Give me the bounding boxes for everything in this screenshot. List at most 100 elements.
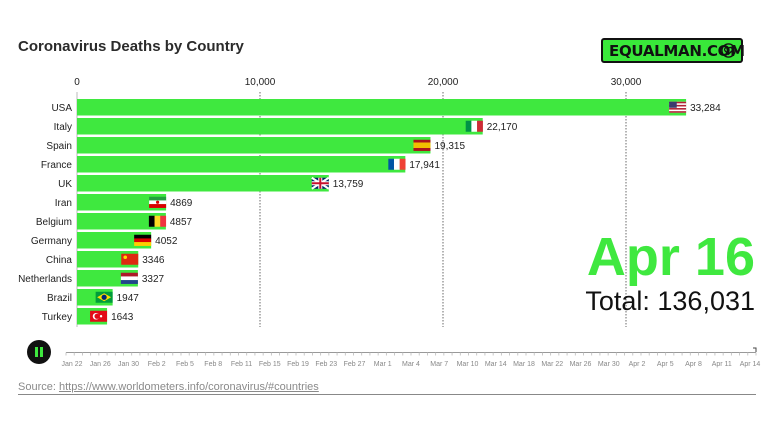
x-tick-label: 20,000 xyxy=(428,77,459,88)
flag-band xyxy=(465,120,472,132)
equalman-logo[interactable]: EQUALMAN.COM xyxy=(601,38,745,63)
flag-band xyxy=(413,148,431,151)
pause-button[interactable] xyxy=(27,340,51,364)
value-label: 22,170 xyxy=(487,122,518,133)
value-label: 4869 xyxy=(170,198,193,209)
flag-crescent-cut xyxy=(94,313,100,319)
bar xyxy=(77,175,329,192)
flag-band xyxy=(120,272,138,277)
timeline-label: Mar 7 xyxy=(430,361,448,368)
x-tick-label: 0 xyxy=(74,77,80,88)
timeline-handle xyxy=(753,347,757,352)
bar xyxy=(77,213,166,230)
category-label: UK xyxy=(58,179,72,190)
source-link[interactable]: https://www.worldometers.info/coronaviru… xyxy=(58,381,319,393)
flag-band xyxy=(393,158,400,170)
timeline-label: Mar 22 xyxy=(541,361,563,368)
flag-band xyxy=(399,158,406,170)
timeline-label: Apr 2 xyxy=(629,361,646,368)
timeline-label: Feb 8 xyxy=(204,361,222,368)
category-label: China xyxy=(46,255,73,266)
value-label: 3327 xyxy=(142,274,165,285)
category-label: Spain xyxy=(46,141,72,152)
flag-emblem xyxy=(156,200,160,204)
timeline-label: Apr 5 xyxy=(657,361,674,368)
category-label: Iran xyxy=(55,198,72,209)
us-flag-icon xyxy=(669,101,687,113)
bar xyxy=(77,194,167,211)
source-prefix: Source: xyxy=(18,381,59,393)
value-label: 4052 xyxy=(155,236,178,247)
flag-field xyxy=(121,253,139,265)
value-label: 17,941 xyxy=(409,160,440,171)
timeline-slider[interactable]: Jan 22 Jan 26 Jan 30 Feb 2 Feb 5 Feb 8 Feb 11 F… xyxy=(0,340,770,375)
timeline-label: Apr 11 xyxy=(712,361,732,368)
value-label: 33,284 xyxy=(690,103,721,114)
bar xyxy=(77,137,431,154)
value-label: 1643 xyxy=(111,312,134,323)
flag-band xyxy=(160,215,167,227)
bar-chart: 0 10,000 20,000 30,000 USA 33,284 Italy 22,170 S… xyxy=(18,77,721,327)
timeline-label: Jan 30 xyxy=(118,361,139,368)
flag-star xyxy=(99,315,103,318)
timeline-label: Apr 8 xyxy=(685,361,702,368)
timeline-label: Feb 2 xyxy=(148,361,166,368)
flag-band xyxy=(148,215,155,227)
flag-stripe xyxy=(669,108,687,110)
turkey-flag-icon xyxy=(90,310,108,322)
uk-flag-icon xyxy=(311,176,330,190)
heart-icon xyxy=(721,43,736,58)
germany-flag-icon xyxy=(134,234,152,246)
flag-band xyxy=(477,120,483,132)
flag-band xyxy=(134,238,152,243)
category-label: Germany xyxy=(31,236,72,247)
bar xyxy=(77,156,406,173)
bar xyxy=(77,232,152,249)
category-label: Brazil xyxy=(47,293,72,304)
timeline-label: Mar 14 xyxy=(485,361,507,368)
category-label: France xyxy=(41,160,73,171)
divider xyxy=(18,394,756,395)
category-label: Belgium xyxy=(36,217,72,228)
chart-title: Coronavirus Deaths by Country xyxy=(18,38,244,55)
flag-band xyxy=(120,280,138,284)
timeline-label: Mar 1 xyxy=(374,361,392,368)
pause-bar-right xyxy=(40,347,43,357)
bar xyxy=(77,99,687,116)
flag-cross-red xyxy=(319,177,322,189)
bar xyxy=(77,118,483,135)
flag-canton xyxy=(669,101,677,108)
flag-band xyxy=(154,215,161,227)
flag-band xyxy=(134,234,152,239)
pause-bar-left xyxy=(35,347,38,357)
brazil-flag-icon xyxy=(95,291,113,303)
timeline-label: Mar 4 xyxy=(402,361,420,368)
italy-flag-icon xyxy=(465,120,483,132)
flag-band xyxy=(388,158,395,170)
flag-band xyxy=(471,120,478,132)
flag-band xyxy=(413,139,431,143)
timeline-label: Feb 23 xyxy=(315,361,337,368)
category-label: USA xyxy=(51,103,72,114)
spain-flag-icon xyxy=(413,139,431,151)
flag-stripe xyxy=(669,101,687,104)
brand-text: EQUALMAN.COM xyxy=(609,41,745,60)
china-flag-icon xyxy=(121,253,139,265)
timeline-label: Feb 11 xyxy=(231,361,252,368)
category-label: Italy xyxy=(54,122,72,133)
total-deaths: Total: 136,031 xyxy=(585,286,755,316)
belgium-flag-icon xyxy=(148,215,167,227)
value-label: 19,315 xyxy=(434,141,465,152)
value-label: 13,759 xyxy=(333,179,364,190)
value-label: 1947 xyxy=(117,293,140,304)
x-tick-label: 10,000 xyxy=(245,77,276,88)
timeline-label: Mar 18 xyxy=(513,361,535,368)
flag-band xyxy=(134,242,152,246)
iran-flag-icon xyxy=(149,196,167,208)
timeline-label: Apr 14 xyxy=(740,361,761,368)
category-label: Turkey xyxy=(42,312,72,323)
timeline-label: Feb 5 xyxy=(176,361,194,368)
flag-field xyxy=(669,101,687,113)
flag-band xyxy=(149,196,167,201)
current-date: Apr 16 xyxy=(586,227,755,287)
